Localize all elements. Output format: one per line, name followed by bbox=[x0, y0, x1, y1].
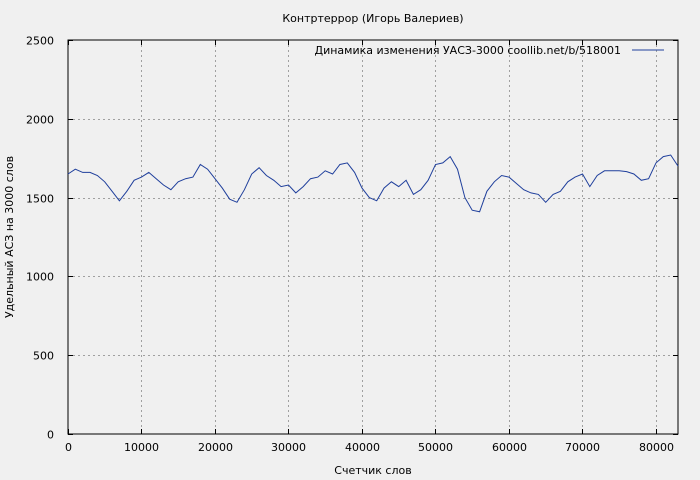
y-tick-label: 1500 bbox=[26, 193, 54, 206]
plot-frame bbox=[67, 39, 679, 435]
y-tick-label: 2000 bbox=[26, 114, 54, 127]
x-tick-label: 50000 bbox=[418, 441, 453, 454]
x-tick-label: 70000 bbox=[565, 441, 600, 454]
x-tick-label: 40000 bbox=[345, 441, 380, 454]
legend-label: Динамика изменения УАСЗ-3000 coollib.net… bbox=[315, 44, 622, 57]
x-tick-label: 20000 bbox=[198, 441, 233, 454]
y-tick-label: 2500 bbox=[26, 35, 54, 48]
x-tick-label: 80000 bbox=[639, 441, 674, 454]
y-tick-label: 1000 bbox=[26, 271, 54, 284]
x-tick-label: 0 bbox=[65, 441, 72, 454]
x-tick-label: 60000 bbox=[492, 441, 527, 454]
series-line-0 bbox=[67, 154, 679, 213]
axis-ticks: 0 10000 20000 30000 40000 50000 60000 70000 8000… bbox=[26, 35, 678, 454]
legend: Динамика изменения УАСЗ-3000 coollib.net… bbox=[315, 44, 664, 57]
x-tick-label: 30000 bbox=[271, 441, 306, 454]
x-tick-label: 10000 bbox=[124, 441, 159, 454]
y-axis-label: Удельный АСЗ на 3000 слов bbox=[3, 156, 16, 318]
y-tick-label: 500 bbox=[33, 350, 54, 363]
series-layer bbox=[67, 154, 679, 213]
chart-title: Контртеррор (Игорь Валериев) bbox=[282, 12, 463, 25]
grid-lines bbox=[68, 40, 678, 434]
y-tick-label: 0 bbox=[47, 429, 54, 442]
x-axis-label: Счетчик слов bbox=[334, 464, 411, 477]
